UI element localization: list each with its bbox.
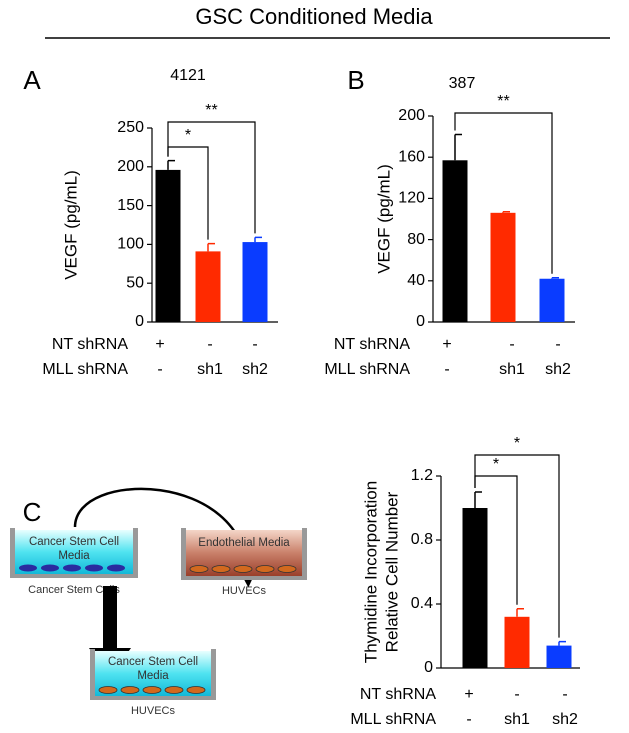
y-tick-label: 0 (416, 313, 425, 330)
row-cell: - (466, 711, 471, 728)
row-cell: + (155, 336, 164, 353)
chart-title: 4121 (170, 67, 206, 84)
row-label: MLL shRNA (350, 711, 436, 728)
y-axis-label: VEGF (pg/mL) (61, 170, 80, 280)
node-label: Endothelial Media (198, 537, 290, 549)
panel-label: B (347, 65, 364, 95)
bar (242, 242, 268, 322)
y-tick-label: 80 (407, 231, 425, 248)
error-bar (516, 608, 524, 617)
row-cell: - (509, 336, 514, 353)
row-cell: sh1 (197, 361, 223, 378)
row-cell: - (514, 686, 519, 703)
significance-label: ** (205, 102, 217, 119)
row-cell: sh2 (552, 711, 578, 728)
node-caption: HUVECs (131, 705, 176, 717)
row-label: NT shRNA (334, 336, 410, 353)
bar (539, 278, 565, 322)
bar (546, 645, 572, 668)
y-tick-label: 0.8 (411, 531, 433, 548)
bar (504, 616, 530, 668)
row-cell: + (464, 686, 473, 703)
row-label: MLL shRNA (42, 361, 128, 378)
y-tick-label: 40 (407, 272, 425, 289)
row-cell: sh1 (504, 711, 530, 728)
row-label: NT shRNA (360, 686, 436, 703)
y-tick-label: 0 (135, 313, 144, 330)
node-label: Media (137, 670, 169, 682)
row-cell: sh2 (242, 361, 268, 378)
bar (462, 508, 488, 668)
y-tick-label: 200 (398, 107, 425, 124)
node-caption: HUVECs (222, 585, 267, 597)
panel-label: A (23, 65, 41, 95)
y-tick-label: 0.4 (411, 595, 433, 612)
significance-bracket (474, 454, 560, 638)
bar (442, 160, 468, 322)
bar (155, 169, 181, 322)
y-tick-label: 50 (126, 274, 144, 291)
y-axis-label: Relative Cell Number (382, 491, 401, 652)
error-bar (454, 133, 462, 161)
significance-bracket (167, 121, 256, 234)
error-bar (254, 236, 262, 243)
error-bar (167, 159, 175, 170)
significance-label: * (185, 127, 191, 144)
error-bar (474, 491, 482, 508)
row-cell: - (555, 336, 560, 353)
error-bar (551, 276, 559, 279)
row-cell: + (442, 336, 451, 353)
chart: A 4121 VEGF (pg/mL) 0 50 100 150 200 250 NT shRNA… (23, 65, 278, 378)
error-bar (502, 211, 510, 213)
tank: Cancer Stem Cell Media HUVECs (90, 649, 216, 717)
y-axis-label: VEGF (pg/mL) (374, 164, 393, 274)
node-label: Cancer Stem Cell (29, 536, 119, 548)
significance-label: * (514, 435, 520, 452)
row-cell: - (157, 361, 162, 378)
y-axis-label: Thymidine Incorporation (361, 481, 380, 663)
significance-label: * (493, 456, 499, 473)
row-cell: sh2 (545, 361, 571, 378)
significance-label: ** (497, 93, 509, 110)
figure-title: GSC Conditioned Media (195, 4, 433, 29)
diagram: Cancer Stem Cell Media Cancer Stem Cells… (10, 487, 307, 717)
panel-label: C (23, 497, 42, 527)
node-label: Media (58, 550, 90, 562)
chart: B 387 VEGF (pg/mL) 0 40 80 120 160 200 NT shRNA + -… (324, 65, 575, 378)
y-tick-label: 200 (117, 158, 144, 175)
y-tick-label: 1.2 (411, 467, 433, 484)
significance-bracket (454, 112, 553, 274)
row-label: NT shRNA (52, 336, 128, 353)
row-cell: sh1 (499, 361, 525, 378)
row-cell: - (444, 361, 449, 378)
y-tick-label: 100 (117, 236, 144, 253)
y-tick-label: 150 (117, 197, 144, 214)
y-tick-label: 250 (117, 119, 144, 136)
row-cell: - (252, 336, 257, 353)
error-bar (207, 242, 215, 252)
node-label: Cancer Stem Cell (108, 656, 198, 668)
node-caption: Cancer Stem Cells (28, 584, 120, 596)
tank: Cancer Stem Cell Media Cancer Stem Cells (10, 528, 138, 596)
row-cell: - (207, 336, 212, 353)
row-label: MLL shRNA (324, 361, 410, 378)
y-tick-label: 120 (398, 190, 425, 207)
y-tick-label: 160 (398, 148, 425, 165)
chart-title: 387 (449, 75, 476, 92)
error-bar (558, 640, 566, 646)
y-tick-label: 0 (424, 659, 433, 676)
chart: C Thymidine Incorporation Relative Cell Nu… (23, 435, 580, 728)
bar (195, 251, 221, 322)
tank: Endothelial Media HUVECs (181, 528, 307, 597)
row-cell: - (562, 686, 567, 703)
bar (490, 212, 516, 322)
